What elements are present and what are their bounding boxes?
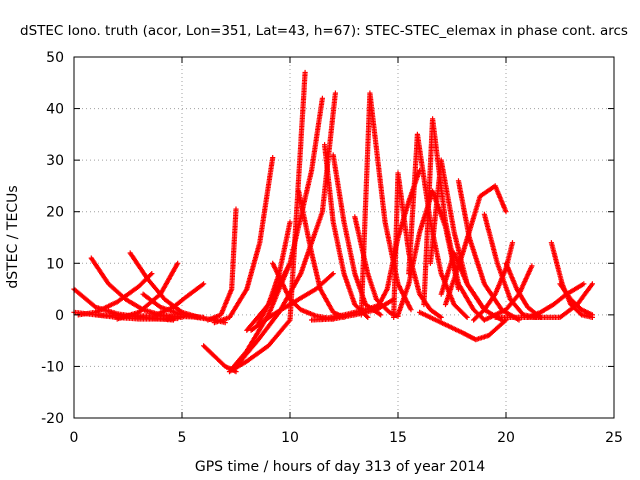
- data-series-marks: [557, 281, 595, 318]
- data-series-marks: [471, 240, 516, 323]
- data-series-marks: [330, 152, 384, 318]
- chart-title: dSTEC Iono. truth (acor, Lon=351, Lat=43…: [20, 23, 628, 39]
- plot-frame: [73, 56, 615, 419]
- data-series-marks: [481, 263, 535, 323]
- y-axis-label: dSTEC / TECUs: [5, 185, 21, 288]
- x-axis-label: GPS time / hours of day 313 of year 2014: [195, 459, 485, 475]
- grid: [74, 57, 614, 418]
- x-tick-label: 15: [389, 430, 407, 446]
- data-series-marks: [229, 95, 325, 372]
- y-tick-label: 40: [46, 102, 64, 118]
- y-tick-label: -10: [41, 359, 64, 375]
- y-tick-label: 0: [55, 308, 64, 324]
- x-tick-label: 25: [605, 430, 623, 446]
- data-series-marks: [248, 271, 336, 333]
- axis-ticks: 0 5 10 15 20 25 -20 -10 0 10 20 30 40 50: [41, 50, 623, 446]
- data-series-marks: [417, 309, 509, 343]
- data-series-marks: [205, 206, 239, 323]
- y-tick-label: 20: [46, 205, 64, 221]
- data-series-marks: [525, 281, 587, 320]
- data-series-marks: [442, 183, 509, 308]
- data-marks: [71, 69, 595, 375]
- data-series-marks: [211, 155, 276, 326]
- y-tick-label: 50: [46, 50, 64, 66]
- y-tick-label: -20: [41, 411, 64, 427]
- x-tick-label: 20: [497, 430, 515, 446]
- y-tick-label: 30: [46, 153, 64, 169]
- x-tick-label: 5: [178, 430, 187, 446]
- y-tick-label: 10: [46, 256, 64, 272]
- data-series-marks: [421, 116, 487, 323]
- x-tick-label: 10: [281, 430, 299, 446]
- data-series-marks: [296, 188, 347, 320]
- x-tick-label: 0: [70, 430, 79, 446]
- data-series-marks: [322, 142, 371, 320]
